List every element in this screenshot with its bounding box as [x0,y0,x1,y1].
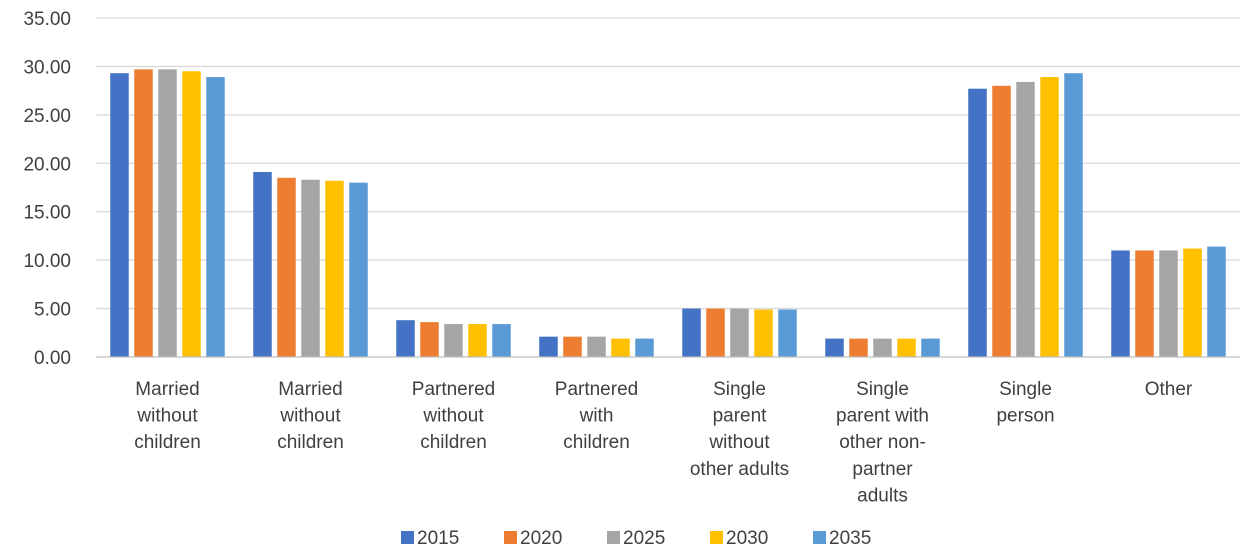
legend-label-2015: 2015 [417,528,459,549]
bar-2025-cat-5 [873,338,892,357]
bar-2015-cat-3 [539,336,558,357]
bar-2035-cat-2 [492,324,511,357]
bar-2020-cat-7 [1135,250,1154,357]
y-tick-label: 35.00 [23,9,71,30]
y-tick-label: 25.00 [23,106,71,127]
category-label: with [579,406,614,427]
bar-2015-cat-1 [253,172,272,357]
bar-2020-cat-3 [563,336,582,357]
category-label: Married [278,379,342,400]
legend-swatch-2035 [813,531,826,544]
y-tick-label: 10.00 [23,251,71,272]
category-label: Partnered [412,379,495,400]
bar-2020-cat-4 [706,308,725,357]
bar-2020-cat-0 [134,69,153,357]
bar-2035-cat-3 [635,338,654,357]
bar-2015-cat-4 [682,308,701,357]
legend-label-2025: 2025 [623,528,665,549]
category-label: without [136,406,198,427]
category-label: Single [713,379,766,400]
bar-2020-cat-2 [420,322,439,357]
category-label: children [563,432,630,453]
bar-2015-cat-5 [825,338,844,357]
category-label: without [708,432,770,453]
category-label: other adults [690,459,789,480]
category-label: Married [135,379,199,400]
category-label: children [277,432,344,453]
category-label: Single [856,379,909,400]
bar-2030-cat-2 [468,324,487,357]
category-labels: Married without children Married without chil… [134,379,1193,506]
category-label: children [420,432,487,453]
legend-swatch-2025 [607,531,620,544]
bar-2035-cat-7 [1207,246,1226,357]
bar-2025-cat-2 [444,324,463,357]
bar-2035-cat-5 [921,338,940,357]
category-label: adults [857,485,908,506]
legend-label-2030: 2030 [726,528,768,549]
category-label: parent with [836,406,929,427]
legend: 2015 2020 2025 2030 2035 [401,528,871,549]
bar-2025-cat-7 [1159,250,1178,357]
bar-2025-cat-4 [730,308,749,357]
bar-2030-cat-4 [754,309,773,357]
legend-label-2035: 2035 [829,528,871,549]
category-label: person [996,406,1054,427]
legend-swatch-2015 [401,531,414,544]
y-tick-label: 0.00 [34,348,71,369]
bar-2030-cat-1 [325,180,344,357]
bar-2030-cat-0 [182,71,201,358]
category-label: Partnered [555,379,638,400]
category-label: parent [713,406,768,427]
bar-2035-cat-6 [1064,73,1083,358]
bar-2015-cat-2 [396,320,415,357]
legend-label-2020: 2020 [520,528,562,549]
bar-2035-cat-4 [778,309,797,357]
y-tick-label: 30.00 [23,57,71,78]
bars [110,69,1226,358]
legend-swatch-2020 [504,531,517,544]
bar-2030-cat-6 [1040,77,1059,357]
bar-2015-cat-0 [110,73,129,358]
bar-2020-cat-6 [992,85,1011,358]
bar-2025-cat-3 [587,336,606,357]
y-tick-label: 15.00 [23,203,71,224]
bar-2025-cat-1 [301,179,320,357]
category-label: without [422,406,484,427]
category-label: children [134,432,201,453]
category-label: Other [1145,379,1193,400]
category-label: Single [999,379,1052,400]
category-label: without [279,406,341,427]
y-axis-ticks: 0.00 5.00 10.00 15.00 20.00 25.00 30.00 35.00 [23,9,71,369]
bar-2035-cat-0 [206,77,225,357]
bar-2035-cat-1 [349,182,368,357]
bar-2030-cat-7 [1183,248,1202,357]
bar-2015-cat-7 [1111,250,1130,357]
y-tick-label: 5.00 [34,300,71,321]
bar-2025-cat-6 [1016,81,1035,357]
category-label: partner [852,459,913,480]
y-tick-label: 20.00 [23,154,71,175]
category-label: other non- [839,432,926,453]
bar-2020-cat-1 [277,177,296,357]
bar-2025-cat-0 [158,69,177,357]
bar-2015-cat-6 [968,88,987,357]
legend-swatch-2030 [710,531,723,544]
bar-2030-cat-3 [611,338,630,357]
bar-2030-cat-5 [897,338,916,357]
bar-2020-cat-5 [849,338,868,357]
